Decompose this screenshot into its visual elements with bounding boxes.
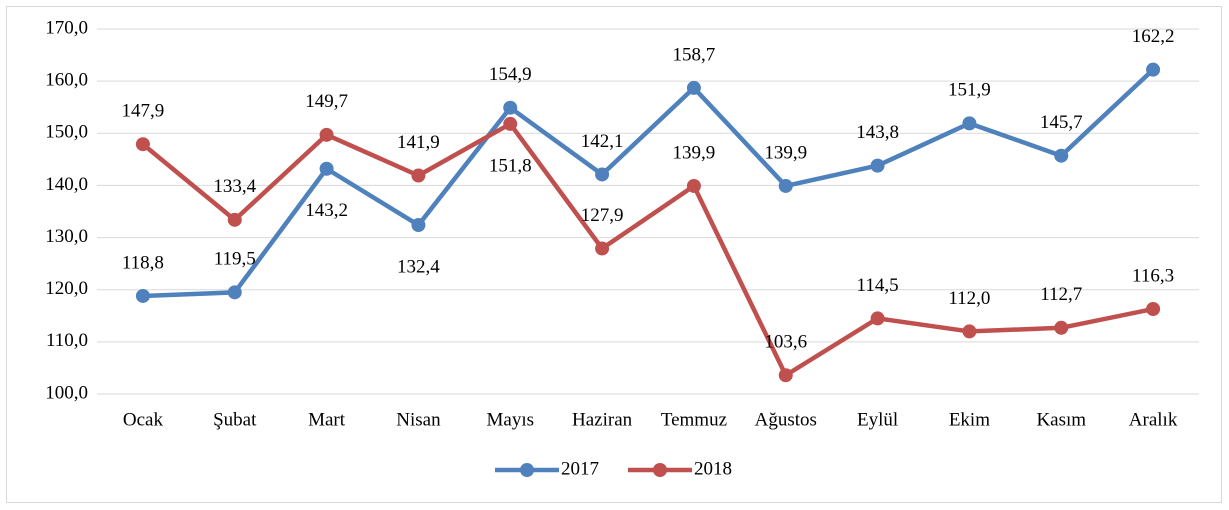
data-label: 141,9 [397,132,440,153]
chart-border [6,6,1222,503]
y-tick-label: 140,0 [45,174,88,195]
point [227,285,242,300]
x-tick-label: Kasım [1036,409,1086,430]
point [135,137,150,152]
data-label: 139,9 [764,142,807,163]
data-label: 103,6 [764,332,807,353]
point [411,218,426,233]
data-label: 151,8 [489,155,532,176]
data-label: 145,7 [1040,112,1083,133]
data-label: 142,1 [581,131,624,152]
data-label: 112,7 [1040,284,1082,305]
y-tick-label: 170,0 [45,17,88,38]
point [411,168,426,183]
point [870,158,885,173]
x-tick-label: Temmuz [661,409,727,430]
data-label: 154,9 [489,64,532,85]
point [962,116,977,131]
data-label: 114,5 [857,275,899,296]
data-label: 151,9 [948,80,991,101]
y-tick-label: 150,0 [45,122,88,143]
point [870,311,885,326]
point [1054,320,1069,335]
x-tick-label: Ekim [949,409,990,430]
point [686,80,701,95]
point [1054,148,1069,163]
x-tick-label: Mart [308,409,346,430]
series-line [141,121,1154,378]
x-tick-label: Aralık [1129,409,1178,430]
point [319,161,334,176]
x-tick-label: Nisan [396,409,441,430]
data-label: 147,9 [122,101,165,122]
point [319,127,334,142]
data-label: 112,0 [948,288,990,309]
x-tick-label: Eylül [857,409,898,430]
data-label: 116,3 [1132,265,1174,286]
point [778,178,793,193]
point [595,167,610,182]
data-label: 119,5 [214,249,256,270]
point [1146,62,1161,77]
point [962,324,977,339]
point [1146,302,1161,317]
y-tick-label: 130,0 [45,226,88,247]
point [227,212,242,227]
series-line [142,68,1155,299]
x-tick-label: Ağustos [755,409,817,430]
data-label: 132,4 [397,256,440,277]
data-label: 127,9 [581,205,624,226]
legend-marker [520,463,534,477]
data-label: 139,9 [673,142,716,163]
point [778,368,793,383]
data-label: 118,8 [122,252,164,273]
x-tick-label: Mayıs [487,409,535,430]
x-tick-label: Ocak [123,409,164,430]
y-tick-label: 110,0 [46,330,88,351]
data-label: 149,7 [305,91,348,112]
data-label: 143,2 [305,200,348,221]
y-tick-label: 100,0 [45,382,88,403]
legend-label: 2018 [694,458,732,479]
point [595,241,610,256]
y-tick-label: 120,0 [45,278,88,299]
data-label: 158,7 [673,44,716,65]
point [135,288,150,303]
point [503,100,518,115]
legend-label: 2017 [561,458,599,479]
data-label: 143,8 [856,122,899,143]
y-tick-label: 160,0 [45,70,88,91]
point [503,116,518,131]
data-label: 162,2 [1132,26,1175,47]
data-label: 133,4 [213,176,256,197]
x-tick-label: Şubat [213,409,257,430]
point [686,178,701,193]
x-tick-label: Haziran [572,409,633,430]
legend-marker [653,463,667,477]
